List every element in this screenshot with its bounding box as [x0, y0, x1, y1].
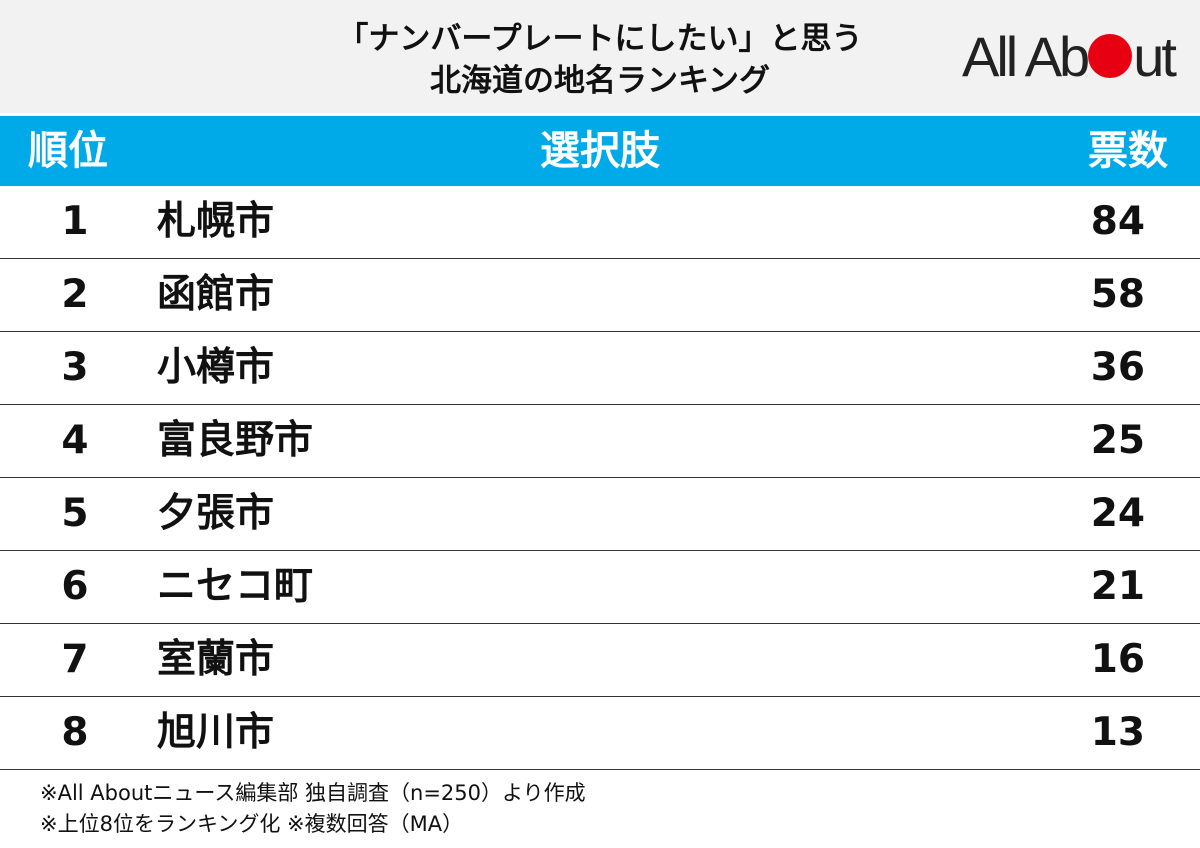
ranking-table-body: 1 札幌市 84 2 函館市 58 3 小樽市 36 4 富良野市 25 5 夕…: [0, 186, 1200, 770]
logo-text-right: ut: [1133, 25, 1177, 88]
rank-cell: 5: [61, 491, 89, 536]
table-row: 3 小樽市 36: [0, 332, 1200, 405]
table-row: 4 富良野市 25: [0, 405, 1200, 478]
rank-cell: 8: [61, 710, 89, 755]
choice-cell: 富良野市: [157, 418, 314, 463]
rank-cell: 3: [61, 345, 89, 390]
table-row: 8 旭川市 13: [0, 697, 1200, 770]
rank-cell: 7: [61, 637, 89, 682]
table-row: 1 札幌市 84: [0, 186, 1200, 259]
votes-cell: 21: [1090, 564, 1145, 609]
header-rank: 順位: [28, 128, 108, 174]
rank-cell: 1: [61, 199, 89, 244]
header-choice: 選択肢: [540, 128, 660, 174]
choice-cell: 小樽市: [157, 345, 275, 390]
votes-cell: 16: [1090, 637, 1145, 682]
footnote-source: ※All Aboutニュース編集部 独自調査（n=250）より作成: [40, 781, 586, 805]
table-row: 5 夕張市 24: [0, 478, 1200, 551]
choice-cell: 夕張市: [157, 491, 275, 536]
logo-red-dot: [1088, 34, 1133, 78]
header-votes: 票数: [1088, 128, 1168, 174]
choice-cell: 室蘭市: [157, 637, 275, 682]
choice-cell: 札幌市: [157, 199, 275, 244]
rank-cell: 2: [61, 272, 89, 317]
table-header: 選択肢 順位 票数: [0, 116, 1200, 186]
choice-cell: 旭川市: [157, 710, 275, 755]
votes-cell: 25: [1090, 418, 1145, 463]
page-title: 「ナンバープレートにしたい」と思う 北海道の地名ランキング: [150, 18, 1050, 102]
allabout-logo: All Ab ut: [962, 27, 1182, 87]
footnotes: ※All Aboutニュース編集部 独自調査（n=250）より作成 ※上位8位を…: [40, 778, 586, 840]
choice-cell: 函館市: [157, 272, 275, 317]
title-line-2: 北海道の地名ランキング: [429, 63, 771, 99]
footnote-method: ※上位8位をランキング化 ※複数回答（MA）: [40, 812, 464, 836]
table-row: 2 函館市 58: [0, 259, 1200, 332]
votes-cell: 13: [1090, 710, 1145, 755]
votes-cell: 36: [1090, 345, 1145, 390]
logo-text-left: All Ab: [962, 25, 1090, 88]
title-line-1: 「ナンバープレートにしたい」と思う: [337, 21, 863, 57]
votes-cell: 84: [1090, 199, 1145, 244]
title-banner: 「ナンバープレートにしたい」と思う 北海道の地名ランキング All Ab ut: [0, 0, 1200, 113]
votes-cell: 58: [1090, 272, 1145, 317]
table-row: 6 ニセコ町 21: [0, 551, 1200, 624]
table-row: 7 室蘭市 16: [0, 624, 1200, 697]
choice-cell: ニセコ町: [157, 564, 314, 609]
rank-cell: 6: [61, 564, 89, 609]
votes-cell: 24: [1090, 491, 1145, 536]
rank-cell: 4: [61, 418, 89, 463]
